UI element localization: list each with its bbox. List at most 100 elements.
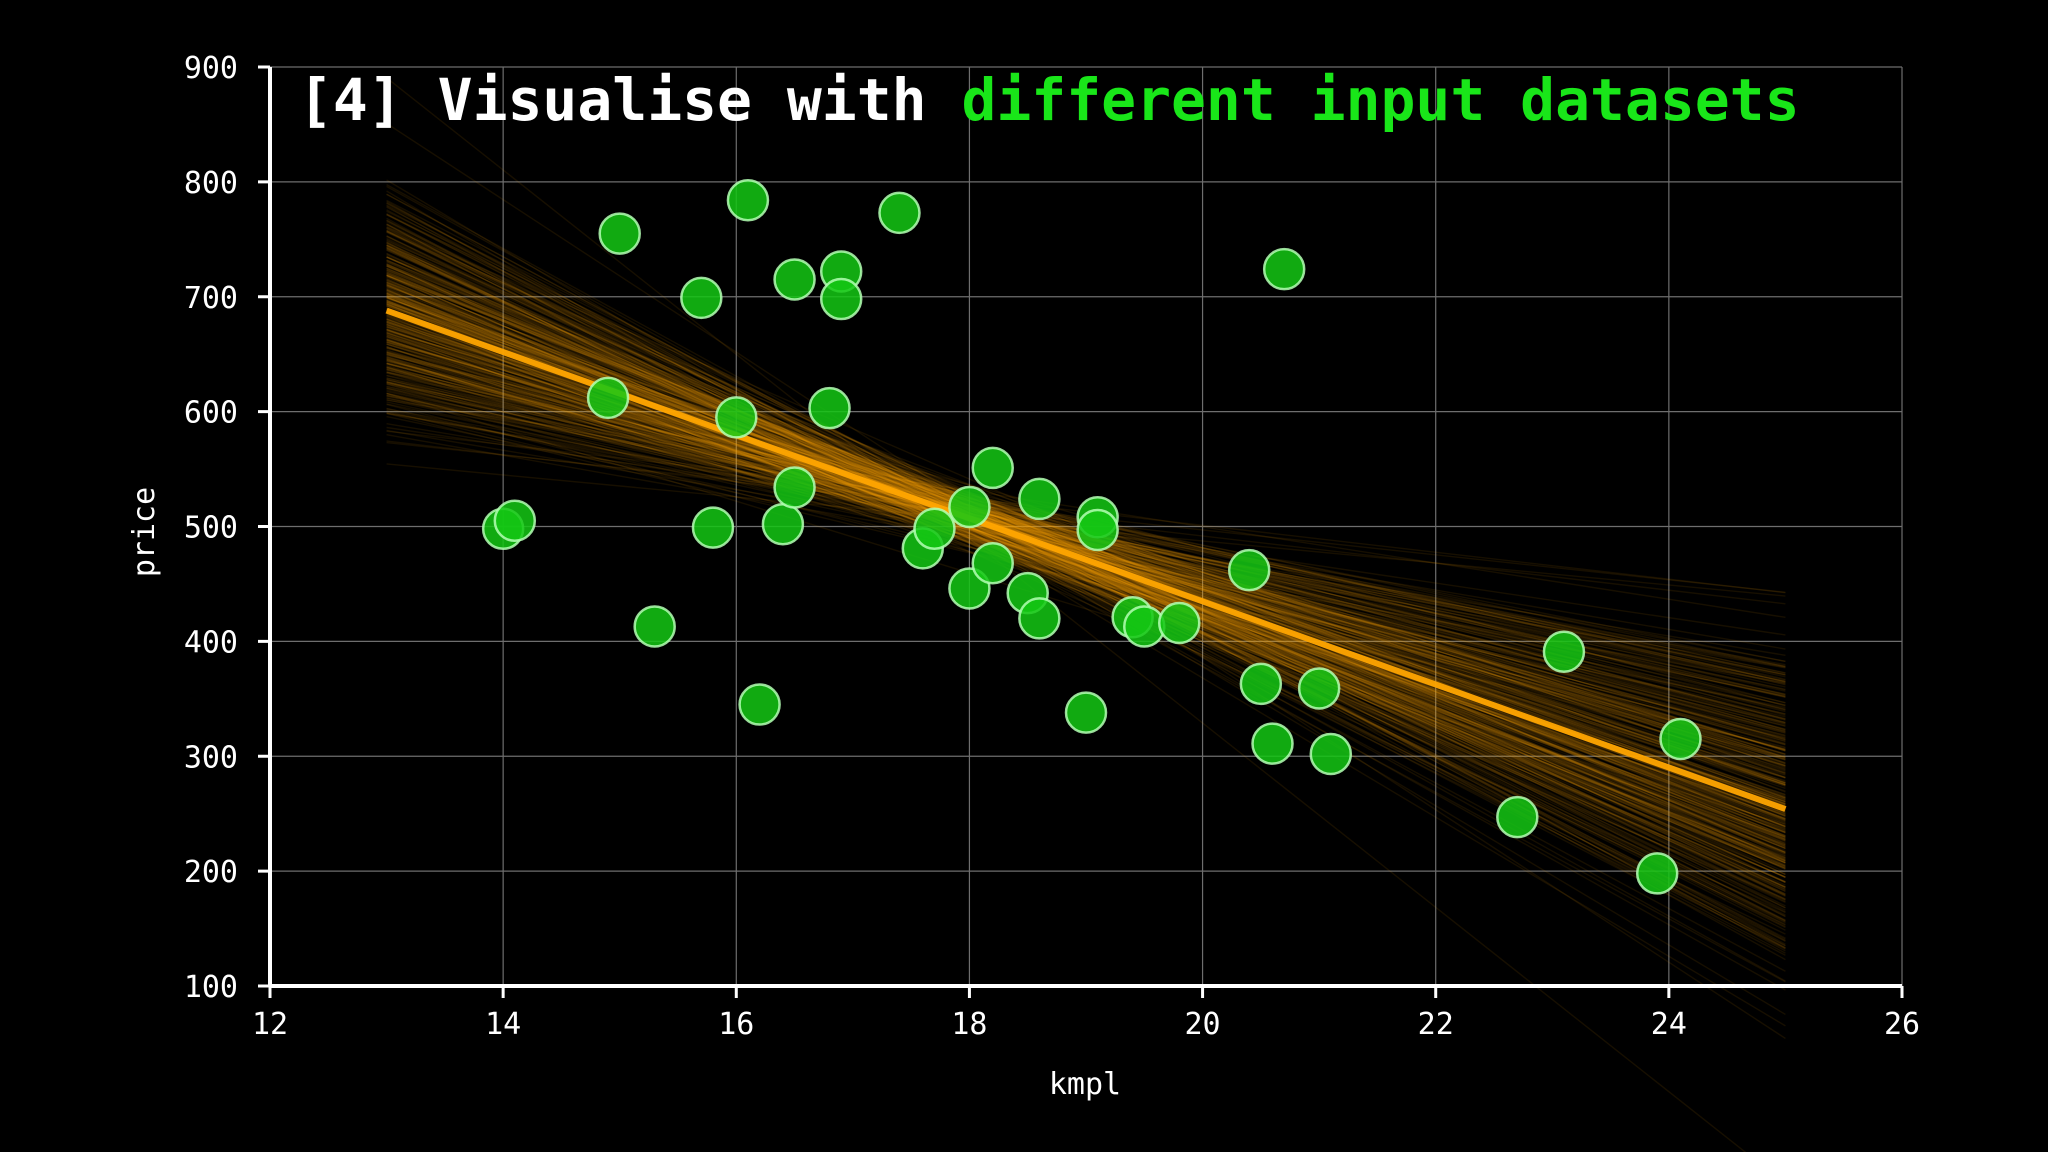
bootstrap-fit-line [386,179,1786,1016]
bootstrap-fit-line [386,276,1786,864]
bootstrap-fit-line [386,235,1786,895]
bootstrap-fit-line [386,275,1786,878]
bootstrap-fit-line [386,190,1786,1027]
data-point [691,506,735,549]
bootstrap-fit-line [386,281,1786,853]
bootstrap-fit-line [386,210,1786,897]
bootstrap-fit-line [386,412,1786,749]
bootstrap-fit-line [386,387,1786,724]
bootstrap-fit-line [386,230,1786,921]
data-point [738,683,781,726]
bootstrap-fit-line [386,356,1786,814]
data-point [1158,601,1201,645]
bootstrap-fit-line [386,213,1786,928]
x-tick-label: 20 [1185,1007,1221,1042]
bootstrap-fit-line [386,274,1786,883]
bootstrap-fit-line [386,256,1786,875]
data-points [481,179,1702,895]
bootstrap-fit-line [386,265,1786,840]
y-tick-label: 600 [184,396,238,431]
bootstrap-fit-line [386,357,1786,787]
data-point [971,446,1014,490]
title-highlight: different input datasets [961,66,1799,134]
bootstrap-fit-line [386,265,1786,842]
y-tick-label: 400 [184,625,238,660]
bootstrap-fit-line [386,334,1786,830]
bootstrap-fit-line [386,264,1786,888]
bootstrap-fit-line [386,256,1786,854]
bootstrap-fit-line [386,247,1786,924]
bootstrap-fit-line [386,333,1786,838]
data-point [586,376,630,420]
data-point [773,466,816,509]
data-point [1262,247,1306,291]
bootstrap-fit-line [386,357,1786,779]
bootstrap-fit-line [386,263,1786,935]
bootstrap-fit-line [386,235,1786,929]
bootstrap-fit-line [386,184,1786,952]
bootstrap-fit-line [386,403,1786,758]
data-point [878,191,921,235]
data-point [633,605,676,648]
bootstrap-fit-line [386,239,1786,891]
data-point [971,542,1014,585]
y-tick-label: 200 [184,855,238,890]
x-tick-label: 12 [252,1007,288,1042]
bootstrap-fit-line [386,351,1786,761]
tick-labels: 12 14 16 18 20 22 24 26 100 200 300 400 500 600 700 800… [184,51,1920,1042]
bootstrap-fit-line [386,274,1786,832]
bootstrap-fit-line [386,278,1786,875]
bootstrap-fit-line [386,231,1786,907]
data-point [1239,662,1283,706]
data-point [819,277,863,321]
bootstrap-fit-line [386,122,1786,1040]
bootstrap-fit-line [386,345,1786,841]
bootstrap-fit-line [386,383,1786,751]
x-tick-label: 16 [718,1007,754,1042]
bootstrap-fit-line [386,351,1786,745]
bootstrap-fit-lines [386,77,1786,1152]
bootstrap-fit-line [386,221,1786,913]
bootstrap-fit-line [386,353,1786,746]
bootstrap-fit-line [386,206,1786,941]
bootstrap-fit-line [386,367,1786,732]
data-point [1635,852,1679,895]
bootstrap-fit-line [386,244,1786,855]
x-axis-label: kmpl [1049,1067,1121,1102]
bootstrap-fit-line [386,242,1786,942]
bootstrap-fit-line [386,77,1747,1152]
bootstrap-fit-line [386,227,1786,956]
bootstrap-fit-line [386,244,1786,901]
data-point [1496,795,1539,839]
bootstrap-fit-line [386,219,1786,954]
y-tick-label: 800 [184,166,238,201]
bootstrap-fit-line [386,246,1786,888]
bootstrap-fit-line [386,271,1786,870]
bootstrap-fit-line [386,355,1786,786]
bootstrap-fit-line [386,185,1786,961]
bootstrap-fit-line [386,271,1786,840]
bootstrap-fit-line [386,273,1786,832]
bootstrap-fit-line [386,279,1786,829]
bootstrap-fit-line [386,223,1786,983]
bootstrap-fit-line [386,267,1786,834]
bootstrap-fit-line [386,244,1786,949]
bootstrap-fit-line [386,358,1786,770]
bootstrap-fit-line [386,236,1786,900]
bootstrap-fit-line [386,230,1786,876]
bootstrap-fit-line [386,265,1786,864]
bootstrap-fit-line [386,213,1786,939]
bootstrap-fit-line [386,247,1786,895]
x-tick-label: 14 [485,1007,521,1042]
axes [258,65,1904,998]
y-tick-label: 300 [184,740,238,775]
bootstrap-fit-line [386,244,1786,886]
data-point [1018,477,1061,521]
bootstrap-fit-line [386,223,1786,950]
data-point [808,386,851,430]
bootstrap-fit-line [386,282,1786,855]
data-point [1064,691,1108,734]
bootstrap-fit-line [386,252,1786,925]
